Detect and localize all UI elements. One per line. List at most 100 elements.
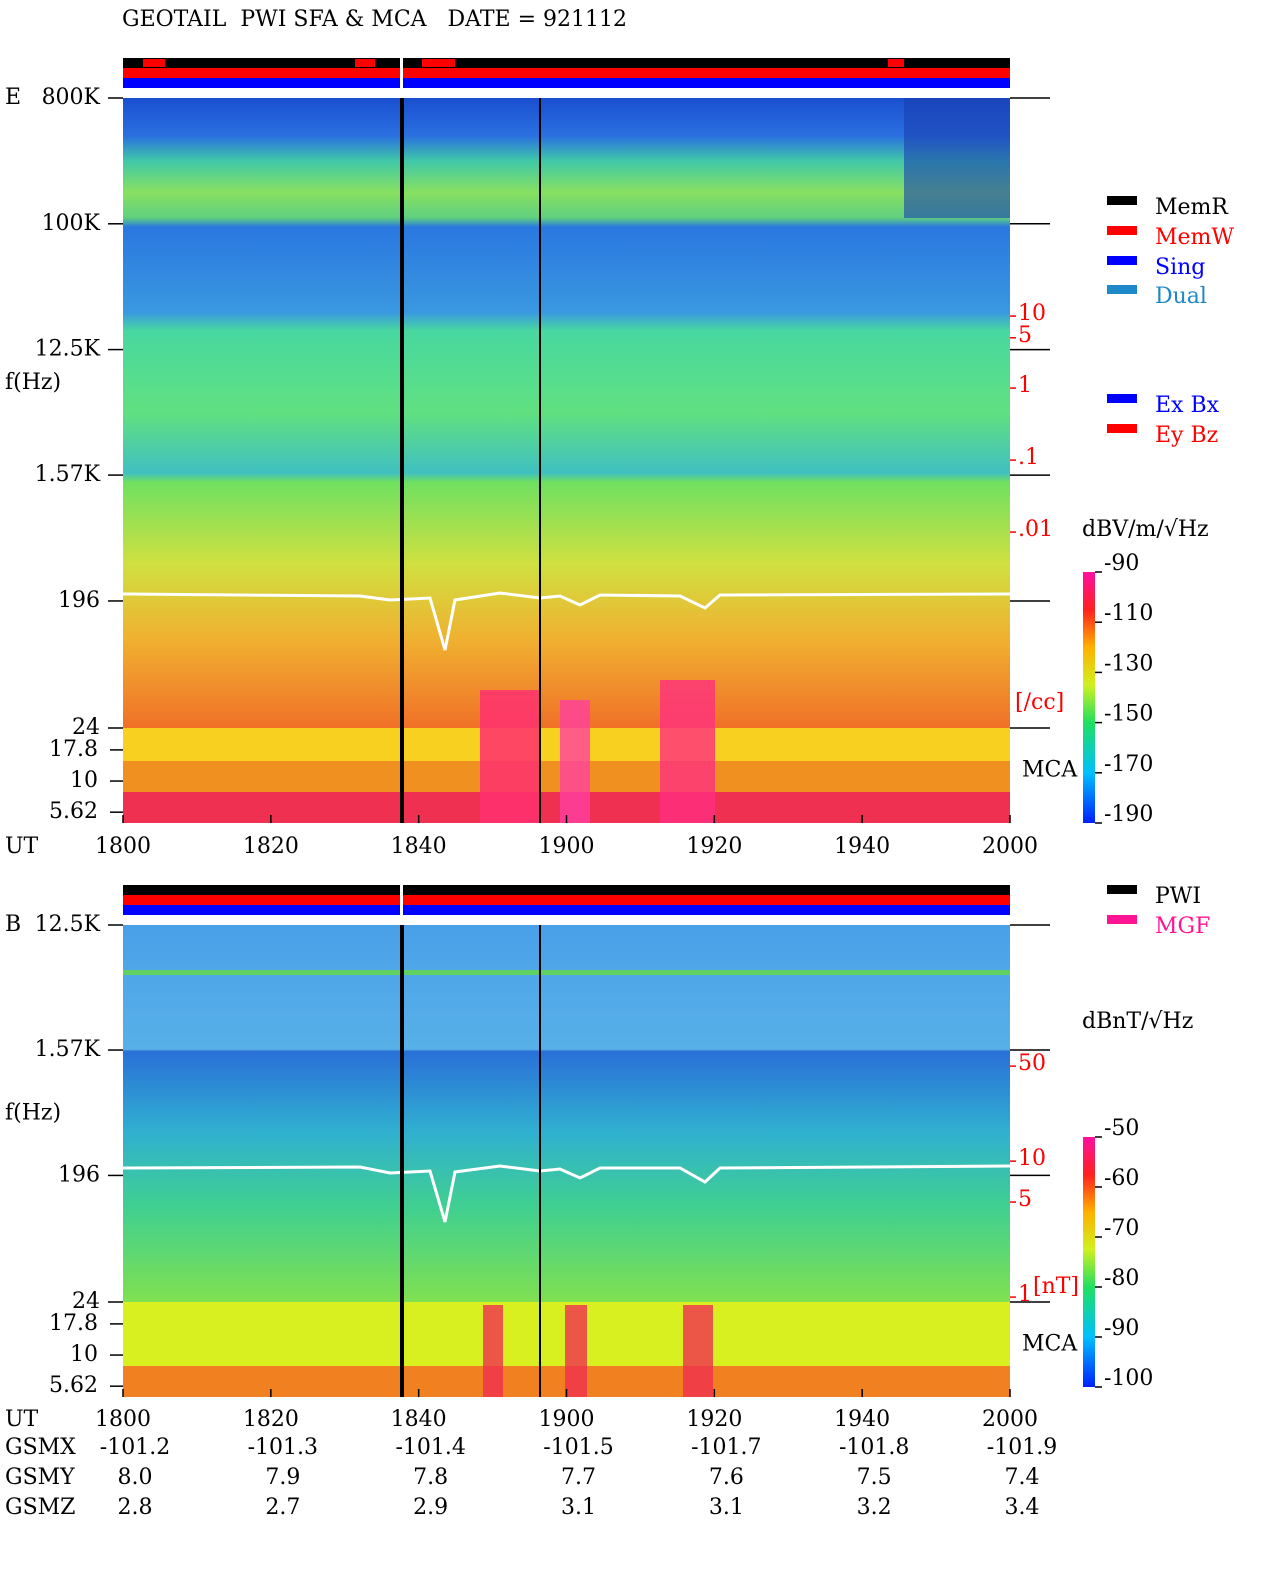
ephemeris-value: -101.5	[543, 1435, 613, 1460]
mca-tick-label: 10	[70, 1342, 98, 1367]
ephemeris-value: 3.4	[1005, 1495, 1040, 1520]
ephemeris-value: 3.1	[709, 1495, 744, 1520]
x-tick-label: 1800	[95, 834, 151, 859]
legend-label: Ey Bz	[1155, 423, 1218, 448]
y2-tick-label: 1	[1018, 373, 1032, 398]
y-axis-label: f(Hz)	[5, 1101, 61, 1126]
x-tick-label: 1900	[539, 1407, 595, 1432]
legend-label: Dual	[1155, 284, 1207, 309]
colorbar-tick-label: -100	[1104, 1366, 1153, 1391]
x-tick-label: 1920	[686, 1407, 742, 1432]
y-tick-label: 1.57K	[35, 1037, 101, 1062]
mca-label: MCA	[1022, 1332, 1078, 1357]
x-tick-label: 1900	[539, 834, 595, 859]
colorbar-label: dBV/m/√Hz	[1082, 517, 1209, 542]
y-tick-label: 196	[58, 1162, 100, 1187]
x-tick-label: 2000	[982, 1407, 1038, 1432]
colorbar-tick-label: -70	[1104, 1216, 1139, 1241]
mca-tick-label: 5.62	[49, 1373, 98, 1398]
x-tick-label: 2000	[982, 834, 1038, 859]
ephemeris-value: 7.8	[413, 1465, 448, 1490]
x-tick-label: 1840	[391, 834, 447, 859]
y-tick-label: 800K	[42, 85, 101, 110]
legend-label: PWI	[1155, 884, 1201, 909]
y2-unit: [/cc]	[1015, 690, 1064, 715]
colorbar-tick-label: -170	[1104, 752, 1153, 777]
ephemeris-value: -101.3	[248, 1435, 318, 1460]
legend-swatch	[1107, 424, 1137, 433]
ephemeris-label: GSMX	[5, 1435, 76, 1460]
colorbar-tick-label: -190	[1104, 802, 1153, 827]
colorbar-tick-label: -90	[1104, 551, 1139, 576]
legend-swatch	[1107, 256, 1137, 265]
colorbar	[1083, 572, 1095, 823]
colorbar-label: dBnT/√Hz	[1082, 1009, 1193, 1034]
ephemeris-value: -101.8	[839, 1435, 909, 1460]
ephemeris-label: GSMZ	[5, 1495, 75, 1520]
y-tick-label: 1.57K	[35, 462, 101, 487]
legend-swatch	[1107, 885, 1137, 894]
ephemeris-value: 2.8	[118, 1495, 153, 1520]
colorbar-tick-label: -110	[1104, 601, 1153, 626]
y-tick-label: 24	[72, 715, 100, 740]
y2-tick-label: 10	[1018, 1146, 1046, 1171]
chart-title: GEOTAIL PWI SFA & MCA DATE = 921112	[122, 7, 627, 32]
colorbar-tick-label: -60	[1104, 1166, 1139, 1191]
ephemeris-value: 2.9	[413, 1495, 448, 1520]
y2-tick-label: .1	[1018, 445, 1039, 470]
ephemeris-value: 2.7	[265, 1495, 300, 1520]
legend-swatch	[1107, 394, 1137, 403]
colorbar	[1083, 1137, 1095, 1387]
y2-tick-label: 50	[1018, 1051, 1046, 1076]
ephemeris-value: 7.7	[561, 1465, 596, 1490]
x-tick-label: 1840	[391, 1407, 447, 1432]
ephemeris-value: 7.4	[1005, 1465, 1040, 1490]
x-tick-label: 1920	[686, 834, 742, 859]
y-tick-label: 100K	[42, 211, 101, 236]
colorbar-tick-label: -50	[1104, 1116, 1139, 1141]
y2-tick-label: 5	[1018, 1187, 1032, 1212]
x-tick-label: 1940	[834, 834, 890, 859]
x-axis-label: UT	[5, 834, 39, 859]
legend-swatch	[1107, 226, 1137, 235]
legend-label: MGF	[1155, 914, 1210, 939]
panel-label: E	[5, 85, 21, 110]
panel-label: B	[5, 912, 21, 937]
colorbar-tick-label: -130	[1104, 651, 1153, 676]
x-tick-label: 1940	[834, 1407, 890, 1432]
ephemeris-value: 7.9	[265, 1465, 300, 1490]
ephemeris-value: 7.5	[857, 1465, 892, 1490]
mca-label: MCA	[1022, 758, 1078, 783]
ephemeris-value: -101.9	[987, 1435, 1057, 1460]
mca-tick-label: 17.8	[49, 1311, 98, 1336]
mca-tick-label: 17.8	[49, 737, 98, 762]
legend-label: Ex Bx	[1155, 393, 1220, 418]
mca-tick-label: 5.62	[49, 799, 98, 824]
ephemeris-value: -101.2	[100, 1435, 170, 1460]
y2-tick-label: 5	[1018, 323, 1032, 348]
y-tick-label: 196	[58, 588, 100, 613]
ephemeris-value: 3.1	[561, 1495, 596, 1520]
mca-tick-label: 10	[70, 768, 98, 793]
legend-swatch	[1107, 285, 1137, 294]
legend-label: MemR	[1155, 195, 1229, 220]
legend-swatch	[1107, 196, 1137, 205]
x-tick-label: 1820	[243, 1407, 299, 1432]
legend-label: Sing	[1155, 255, 1205, 280]
legend-label: MemW	[1155, 225, 1234, 250]
y2-tick-label: .01	[1018, 517, 1053, 542]
y2-tick-label: 1	[1018, 1282, 1032, 1307]
y-axis-label: f(Hz)	[5, 370, 61, 395]
y-tick-label: 24	[72, 1289, 100, 1314]
spectrogram-e	[122, 58, 1011, 823]
y2-tick-label: 10	[1018, 301, 1046, 326]
ephemeris-value: 3.2	[857, 1495, 892, 1520]
spectrogram-b	[122, 885, 1011, 1397]
ephemeris-value: 7.6	[709, 1465, 744, 1490]
colorbar-tick-label: -90	[1104, 1316, 1139, 1341]
ephemeris-label: GSMY	[5, 1465, 75, 1490]
y-tick-label: 12.5K	[35, 912, 101, 937]
ephemeris-value: 8.0	[118, 1465, 153, 1490]
ephemeris-value: -101.7	[691, 1435, 761, 1460]
